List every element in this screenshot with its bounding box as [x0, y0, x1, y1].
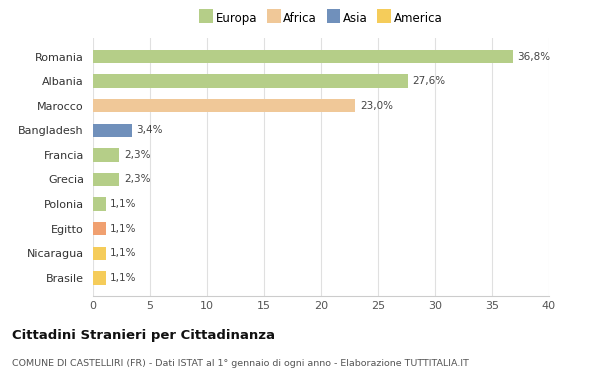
- Bar: [93, 124, 132, 137]
- Bar: [93, 173, 119, 186]
- Bar: [93, 197, 106, 211]
- Text: COMUNE DI CASTELLIRI (FR) - Dati ISTAT al 1° gennaio di ogni anno - Elaborazione: COMUNE DI CASTELLIRI (FR) - Dati ISTAT a…: [12, 359, 469, 368]
- Text: 2,3%: 2,3%: [124, 174, 150, 185]
- Bar: [93, 271, 106, 285]
- Text: 1,1%: 1,1%: [110, 199, 137, 209]
- Text: 1,1%: 1,1%: [110, 224, 137, 234]
- Bar: [93, 148, 119, 162]
- Text: 3,4%: 3,4%: [136, 125, 163, 135]
- Bar: [93, 74, 407, 88]
- Text: 2,3%: 2,3%: [124, 150, 150, 160]
- Text: 1,1%: 1,1%: [110, 248, 137, 258]
- Bar: [93, 247, 106, 260]
- Bar: [93, 222, 106, 236]
- Bar: [93, 50, 512, 63]
- Text: 23,0%: 23,0%: [360, 101, 393, 111]
- Text: 36,8%: 36,8%: [517, 52, 550, 62]
- Bar: [93, 99, 355, 112]
- Text: 1,1%: 1,1%: [110, 273, 137, 283]
- Text: 27,6%: 27,6%: [412, 76, 445, 86]
- Legend: Europa, Africa, Asia, America: Europa, Africa, Asia, America: [197, 9, 445, 27]
- Text: Cittadini Stranieri per Cittadinanza: Cittadini Stranieri per Cittadinanza: [12, 329, 275, 342]
